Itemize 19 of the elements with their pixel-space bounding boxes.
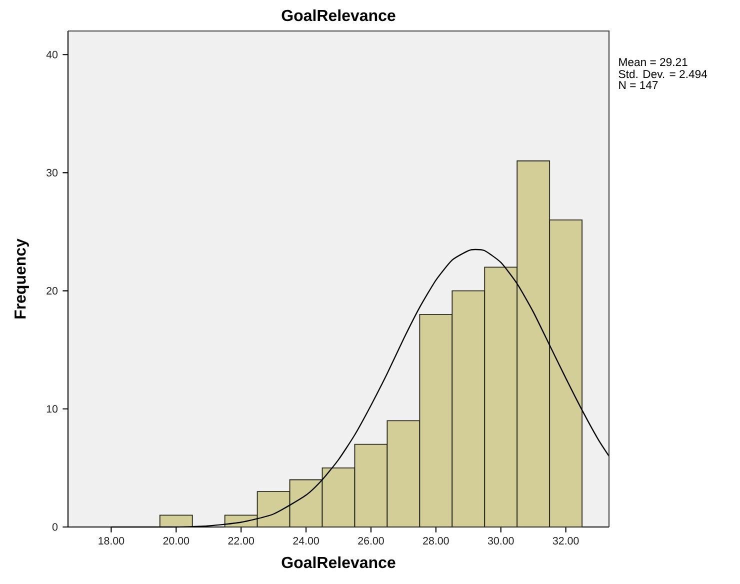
x-axis-title: GoalRelevance [282,556,396,568]
chart-title: GoalRelevance [282,9,396,22]
text: N = 147 [619,81,658,89]
y-tick-label: 40 [46,50,58,58]
x-tick-label: 32.00 [552,537,579,545]
y-tick-label: 30 [46,168,58,176]
y-axis-title: Frequency [14,238,29,318]
y-tick-label: 0 [52,523,58,531]
x-tick-label: 26.00 [358,537,384,545]
y-tick-label: 10 [46,405,58,413]
text: Std. Dev. = 2.494 [618,70,708,78]
x-tick-label: 22.00 [228,537,254,545]
x-tick-label: 24.00 [293,537,319,545]
y-tick-label: 20 [46,287,58,295]
text: Mean = 29.21 [619,58,688,66]
x-tick-label: 30.00 [488,537,514,545]
x-tick-label: 20.00 [163,537,190,545]
x-tick-label: 18.00 [98,537,124,545]
x-tick-label: 28.00 [423,537,449,545]
